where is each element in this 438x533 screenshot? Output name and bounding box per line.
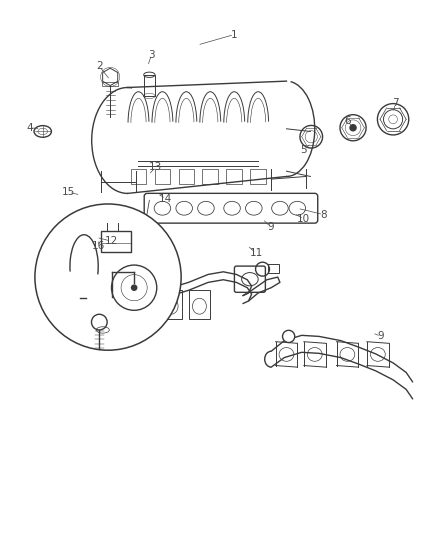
Text: 11: 11 <box>249 248 263 259</box>
Bar <box>130 290 152 319</box>
Circle shape <box>255 262 269 276</box>
Bar <box>131 168 146 184</box>
Bar <box>102 82 118 86</box>
Text: 12: 12 <box>104 236 118 246</box>
Bar <box>102 290 123 319</box>
Bar <box>155 168 170 184</box>
Circle shape <box>350 125 356 131</box>
Bar <box>268 264 279 273</box>
Text: 9: 9 <box>378 332 384 342</box>
Circle shape <box>131 285 137 290</box>
Bar <box>102 231 131 252</box>
Text: 16: 16 <box>92 241 105 252</box>
Text: 9: 9 <box>267 222 274 232</box>
Text: 14: 14 <box>159 193 173 204</box>
Bar <box>251 168 266 184</box>
Text: 13: 13 <box>149 162 162 172</box>
Text: 4: 4 <box>26 123 33 133</box>
Bar <box>202 168 218 184</box>
Bar <box>188 290 210 319</box>
Circle shape <box>35 204 181 350</box>
Text: 3: 3 <box>148 50 155 60</box>
Circle shape <box>92 295 99 302</box>
Text: 10: 10 <box>297 214 311 224</box>
Bar <box>160 290 182 319</box>
Bar <box>144 75 155 96</box>
Bar <box>226 168 242 184</box>
Text: 5: 5 <box>300 145 307 155</box>
Text: 6: 6 <box>344 116 351 126</box>
Text: 1: 1 <box>231 29 237 39</box>
Text: 8: 8 <box>320 209 327 220</box>
Text: 2: 2 <box>96 61 102 71</box>
Bar <box>179 168 194 184</box>
Text: 7: 7 <box>392 99 399 108</box>
Circle shape <box>283 330 295 343</box>
Text: 15: 15 <box>62 188 75 197</box>
